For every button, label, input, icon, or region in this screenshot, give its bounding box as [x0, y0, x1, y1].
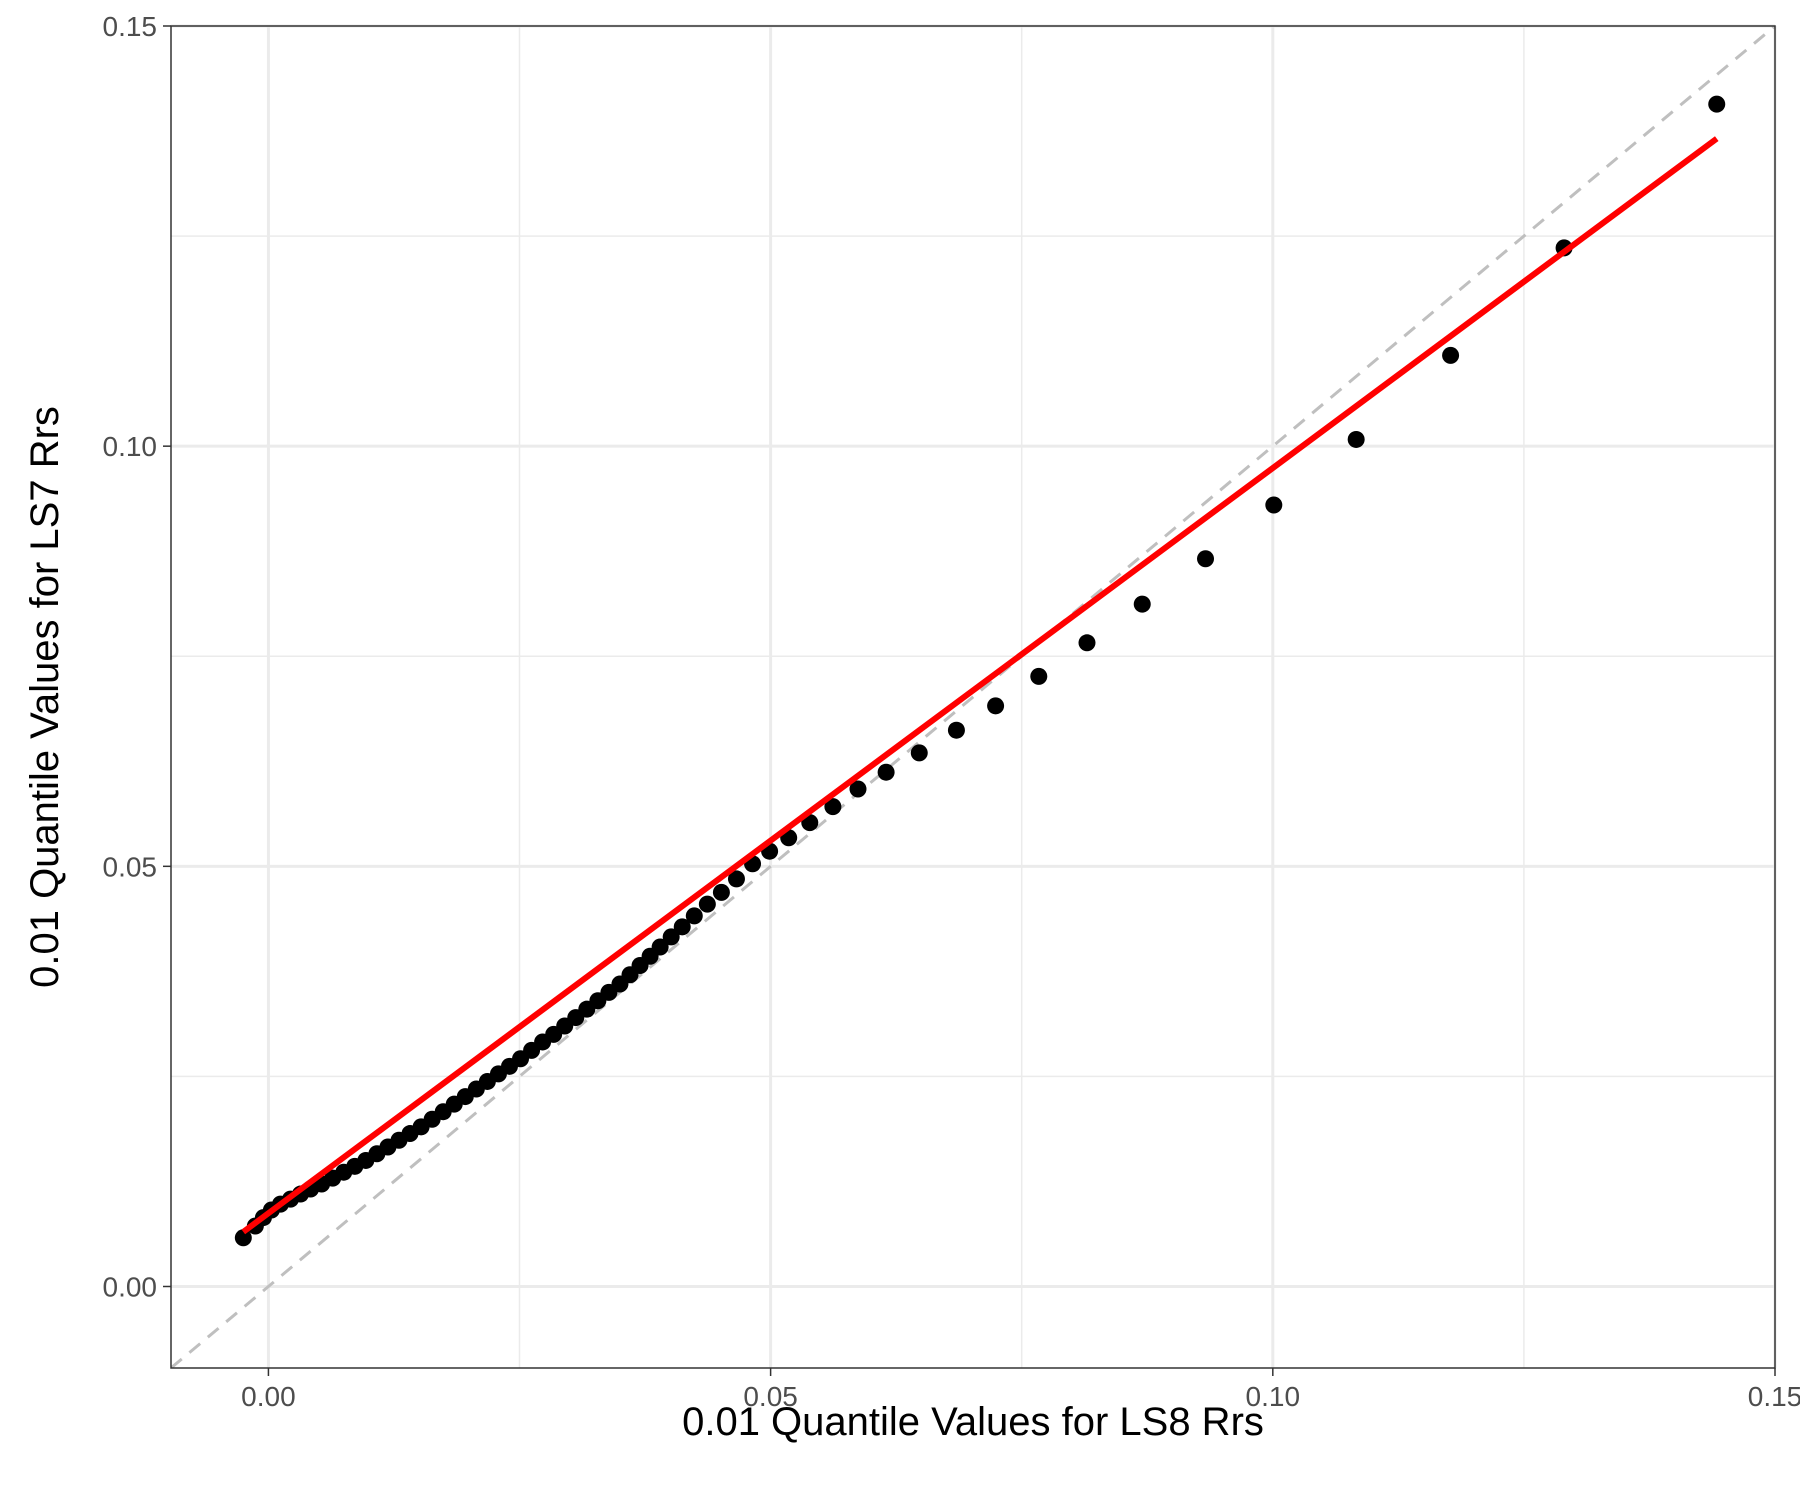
x-tick-label: 0.10	[1246, 1381, 1301, 1412]
grid-minor	[171, 26, 1775, 1368]
data-point	[910, 744, 928, 762]
data-point	[1030, 667, 1048, 685]
y-axis-title: 0.01 Quantile Values for LS7 Rrs	[23, 406, 67, 988]
x-tick-label: 0.00	[241, 1381, 296, 1412]
data-point	[877, 763, 895, 781]
y-tick-label: 0.05	[103, 851, 158, 882]
y-axis-ticks: 0.00 0.05 0.10 0.15	[103, 11, 171, 1302]
data-point	[987, 697, 1005, 715]
data-point	[651, 938, 669, 956]
data-point	[1197, 550, 1215, 568]
y-tick-label: 0.00	[103, 1271, 158, 1302]
data-point	[1442, 346, 1460, 364]
data-point	[712, 883, 730, 901]
data-point	[1708, 95, 1726, 113]
data-point	[698, 895, 716, 913]
data-point	[1347, 430, 1365, 448]
x-tick-label: 0.05	[743, 1381, 798, 1412]
data-point	[1133, 595, 1151, 613]
fit-line	[241, 136, 1719, 1235]
y-tick-label: 0.15	[103, 11, 158, 42]
plot-border	[170, 25, 1776, 1369]
data-point	[673, 918, 691, 936]
data-point	[849, 780, 867, 798]
data-point	[1078, 634, 1096, 652]
x-tick-label: 0.15	[1748, 1381, 1800, 1412]
x-axis-ticks: 0.00 0.05 0.10 0.15	[241, 1368, 1800, 1412]
y-tick-label: 0.10	[103, 431, 158, 462]
x-axis-title: 0.01 Quantile Values for LS8 Rrs	[682, 1400, 1264, 1444]
data-point	[727, 870, 745, 888]
reference-line	[171, 26, 1775, 1368]
data-point	[1265, 496, 1283, 514]
data-point	[685, 907, 703, 925]
data-point	[234, 1229, 252, 1247]
data-point	[824, 798, 842, 816]
plot-layer	[171, 26, 1775, 1368]
data-point	[947, 721, 965, 739]
data-point	[662, 928, 680, 946]
